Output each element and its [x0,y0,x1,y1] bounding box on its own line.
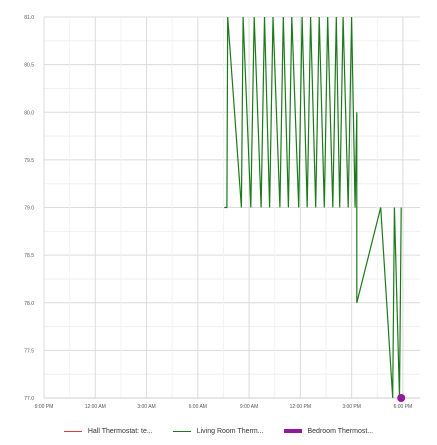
legend-swatch-series-2 [283,429,302,433]
legend-item-series-2[interactable]: Bedroom Thermost... [283,427,374,435]
x-tick-label: 12:00 AM [85,404,106,410]
legend-swatch-series-0 [63,430,82,432]
y-tick-label: 77.5 [24,348,34,354]
series-point-2 [397,394,406,402]
x-tick-label: 6:00 PM [394,404,413,410]
chart-legend: Hall Thermostat: te... Living Room Therm… [0,420,437,442]
series-line-1 [224,16,402,399]
y-tick-label: 81.0 [24,15,34,21]
legend-swatch-series-1 [172,430,191,432]
legend-item-series-1[interactable]: Living Room Therm... [172,427,264,435]
y-tick-label: 80.5 [24,63,34,69]
legend-item-series-0[interactable]: Hall Thermostat: te... [63,427,153,435]
x-tick-label: 9:00 AM [240,404,258,410]
y-tick-label: 78.5 [24,253,34,259]
x-tick-label: 12:00 PM [290,404,311,410]
line-chart: 81.0 80.5 80.0 79.5 79.0 78.5 78.0 77.5 77.0 9:0… [24,15,420,410]
x-tick-label: 3:00 AM [137,404,155,410]
y-tick-label: 78.0 [24,301,34,307]
y-tick-label: 79.5 [24,158,34,164]
x-tick-label: 9:00 PM [35,404,54,410]
y-axis-ticks: 81.0 80.5 80.0 79.5 79.0 78.5 78.0 77.5 77.0 [24,15,34,402]
y-tick-label: 79.0 [24,206,34,212]
y-tick-label: 80.0 [24,110,34,116]
legend-label-series-0: Hall Thermostat: te... [87,427,153,435]
legend-label-series-2: Bedroom Thermost... [307,427,374,435]
chart-markers [397,394,406,402]
y-tick-label: 77.0 [24,396,34,402]
x-axis-ticks: 9:00 PM 12:00 AM 3:00 AM 6:00 AM 9:00 AM 12:0… [35,404,413,410]
legend-label-series-1: Living Room Therm... [196,427,264,435]
x-tick-label: 6:00 AM [189,404,207,410]
x-tick-label: 3:00 PM [342,404,361,410]
chart-series [224,16,402,399]
